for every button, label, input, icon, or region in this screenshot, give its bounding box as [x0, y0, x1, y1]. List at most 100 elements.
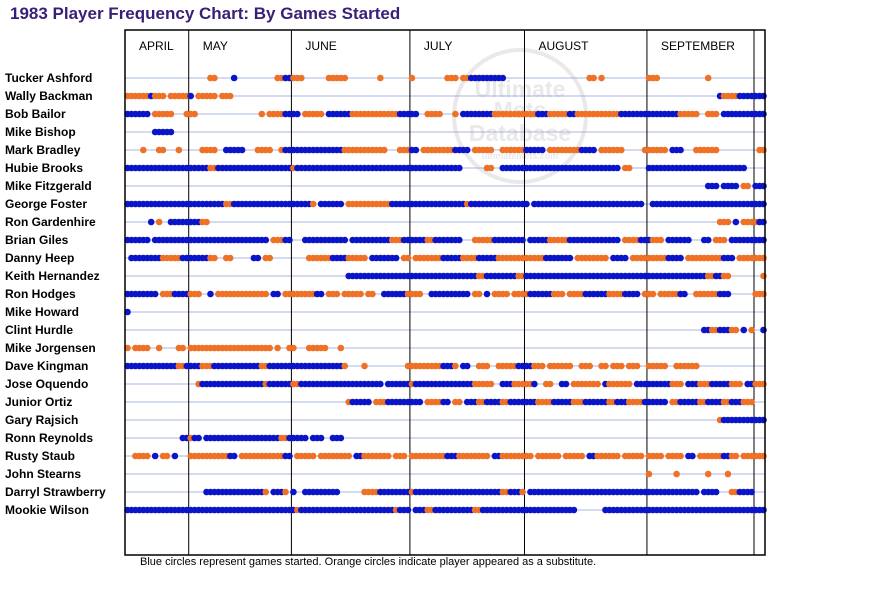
player-label-keith-hernandez: Keith Hernandez	[5, 269, 100, 283]
sub-dot-mark-bradley-g162	[760, 146, 767, 154]
player-label-dave-kingman: Dave Kingman	[5, 359, 88, 373]
sub-dot-mike-jorgensen-g51	[321, 344, 329, 352]
sub-dot-bob-bailor-g145	[693, 110, 700, 118]
player-label-mark-bradley: Mark Bradley	[5, 143, 81, 157]
start-dot-george-foster-g131	[637, 200, 645, 208]
start-dot-rusty-staub-g8	[151, 452, 159, 460]
start-dot-gary-rajsich-g162	[760, 416, 767, 424]
month-label-september: SEPTEMBER	[661, 39, 735, 53]
player-label-danny-heep: Danny Heep	[5, 251, 74, 265]
sub-dot-john-stearns-g153	[724, 470, 732, 478]
start-dot-darryl-strawberry-g54	[333, 488, 341, 496]
player-label-darryl-strawberry: Darryl Strawberry	[5, 485, 106, 499]
start-dot-george-foster-g55	[337, 200, 345, 208]
sub-dot-bob-bailor-g84	[452, 110, 459, 118]
sub-dot-rusty-staub-g103	[527, 452, 534, 460]
legend-footnote: Blue circles represent games started. Or…	[140, 556, 597, 568]
start-dot-ronn-reynolds-g46	[301, 434, 309, 442]
sub-dot-jose-oquendo-g162	[760, 380, 767, 388]
sub-dot-dave-kingman-g84	[452, 362, 459, 370]
player-label-mike-jorgensen: Mike Jorgensen	[5, 341, 96, 355]
sub-dot-ron-gardenhire-g21	[203, 218, 210, 226]
sub-dot-mike-jorgensen-g15	[179, 344, 187, 352]
start-dot-tucker-ashford-g28	[230, 74, 238, 82]
sub-dot-tucker-ashford-g121	[598, 74, 605, 82]
sub-dot-bob-bailor-g80	[436, 110, 443, 118]
sub-dot-tucker-ashford-g84	[452, 74, 459, 82]
sub-dot-mike-jorgensen-g39	[274, 344, 281, 352]
sub-dot-ron-hodges-g36	[262, 290, 270, 298]
start-dot-ron-hodges-g22	[207, 290, 214, 298]
start-dot-mike-fitzgerald-g162	[760, 182, 767, 190]
month-labels: APRIL MAY JUNE JULY AUGUST SEPTEMBER	[139, 39, 735, 53]
start-dot-rusty-staub-g28	[230, 452, 238, 460]
sub-dot-rusty-staub-g6	[143, 452, 151, 460]
sub-dot-tucker-ashford-g73	[408, 74, 416, 82]
start-dot-mike-fitzgerald-g150	[712, 182, 720, 190]
start-dot-darryl-strawberry-g159	[748, 488, 755, 496]
sub-dot-danny-heep-g122	[602, 254, 609, 262]
sub-dot-george-foster-g48	[309, 200, 317, 208]
start-dot-clint-hurdle-g157	[740, 326, 748, 334]
sub-dot-mike-jorgensen-g43	[290, 344, 297, 352]
sub-dot-mike-fitzgerald-g158	[744, 182, 751, 190]
sub-dot-hubie-brooks-g93	[487, 164, 495, 172]
player-label-ron-hodges: Ron Hodges	[5, 287, 76, 301]
sub-dot-mike-jorgensen-g1	[124, 344, 131, 352]
start-dot-ron-gardenhire-g162	[760, 218, 767, 226]
sub-dot-ron-hodges-g75	[416, 290, 424, 298]
player-label-ron-gardenhire: Ron Gardenhire	[5, 215, 96, 229]
start-dot-bob-bailor-g162	[760, 110, 767, 118]
start-dot-hubie-brooks-g157	[740, 164, 748, 172]
start-dot-danny-heep-g154	[728, 254, 736, 262]
sub-dot-dave-kingman-g118	[586, 362, 593, 370]
sub-dot-rusty-staub-g110	[554, 452, 562, 460]
sub-dot-danny-heep-g162	[760, 254, 767, 262]
watermark-line-3: Database	[469, 120, 571, 146]
player-label-ronn-reynolds: Ronn Reynolds	[5, 431, 93, 445]
sub-dot-ron-hodges-g60	[357, 290, 364, 298]
sub-dot-dave-kingman-g130	[633, 362, 641, 370]
player-label-hubie-brooks: Hubie Brooks	[5, 161, 83, 175]
sub-dot-john-stearns-g133	[645, 470, 653, 478]
sub-dot-mark-bradley-g66	[380, 146, 388, 154]
start-dot-danny-heep-g141	[677, 254, 684, 262]
start-dot-darryl-strawberry-g43	[290, 488, 297, 496]
start-dot-junior-ortiz-g137	[661, 398, 669, 406]
sub-dot-bob-bailor-g18	[191, 110, 198, 118]
month-label-april: APRIL	[139, 39, 174, 53]
sub-dot-dave-kingman-g56	[341, 362, 349, 370]
sub-dot-ron-hodges-g63	[369, 290, 376, 298]
month-label-june: JUNE	[305, 39, 336, 53]
sub-dot-danny-heep-g61	[361, 254, 368, 262]
start-dot-george-foster-g162	[760, 200, 767, 208]
start-dot-clint-hurdle-g162	[760, 326, 767, 334]
sub-dot-rusty-staub-g162	[760, 452, 767, 460]
sub-dot-wally-backman-g23	[211, 92, 218, 100]
sub-dot-mike-jorgensen-g6	[143, 344, 151, 352]
sub-dot-keith-hernandez-g153	[724, 272, 732, 280]
sub-dot-rusty-staub-g136	[657, 452, 665, 460]
sub-dot-jose-oquendo-g156	[736, 380, 744, 388]
start-dot-ron-hodges-g142	[681, 290, 688, 298]
watermark-line-2: Mets	[494, 97, 546, 123]
start-dot-ron-hodges-g8	[151, 290, 159, 298]
start-dot-brian-giles-g143	[685, 236, 692, 244]
sub-dot-tucker-ashford-g65	[377, 74, 384, 82]
sub-dot-rusty-staub-g125	[614, 452, 621, 460]
month-label-august: AUGUST	[538, 39, 589, 53]
start-dot-brian-giles-g148	[704, 236, 712, 244]
start-dot-mike-bishop-g12	[167, 128, 175, 136]
sub-dot-jose-oquendo-g93	[487, 380, 495, 388]
sub-dot-mark-bradley-g37	[266, 146, 274, 154]
start-dot-ron-hodges-g50	[317, 290, 325, 298]
sub-dot-jose-oquendo-g128	[625, 380, 633, 388]
sub-dot-mark-bradley-g93	[487, 146, 495, 154]
sub-dot-rusty-staub-g92	[483, 452, 491, 460]
start-dot-ron-gardenhire-g7	[147, 218, 155, 226]
start-dot-mike-fitzgerald-g155	[732, 182, 740, 190]
player-label-mike-fitzgerald: Mike Fitzgerald	[5, 179, 92, 193]
sub-dot-dave-kingman-g145	[693, 362, 700, 370]
start-dot-mike-howard-g1	[124, 308, 131, 316]
start-dot-ron-hodges-g39	[274, 290, 281, 298]
